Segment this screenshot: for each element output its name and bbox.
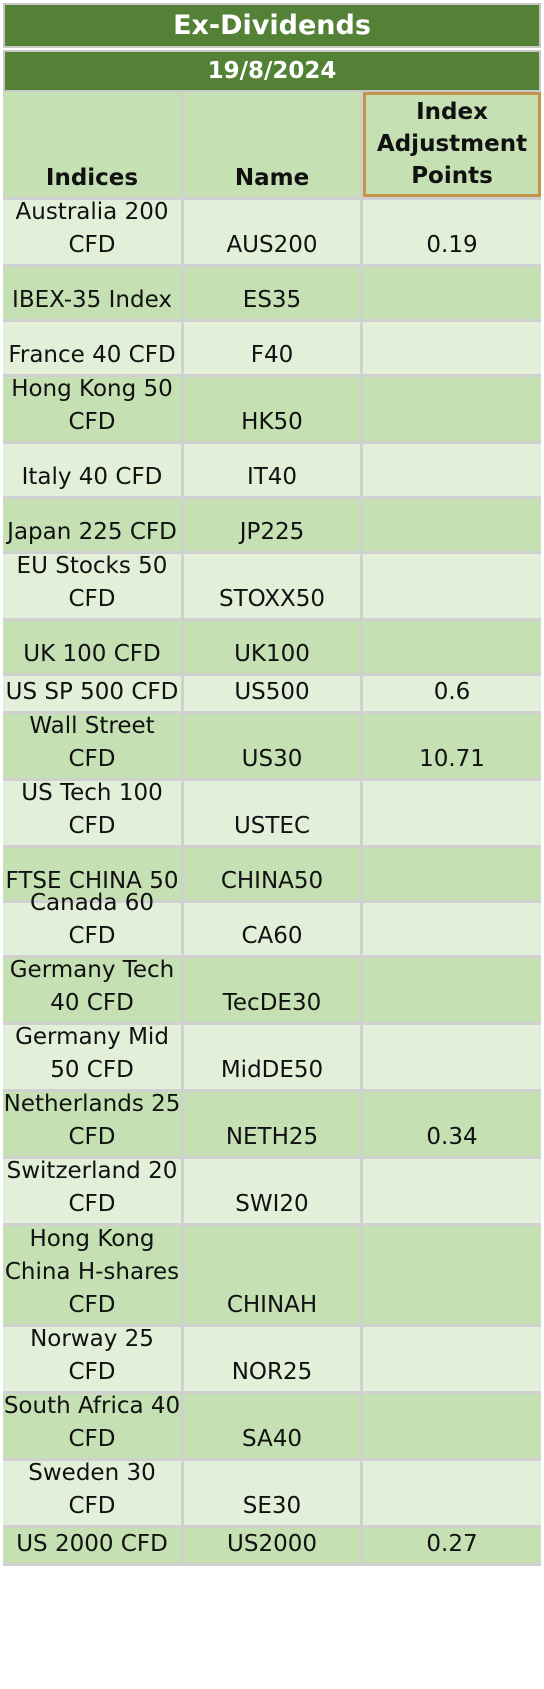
- index-cell[interactable]: Germany Mid 50 CFD: [3, 1024, 184, 1089]
- index-cell[interactable]: EU Stocks 50 CFD: [3, 553, 184, 618]
- name-cell[interactable]: US30: [184, 714, 363, 778]
- points-cell[interactable]: [363, 958, 541, 1022]
- name-cell[interactable]: US500: [184, 676, 363, 711]
- table-row: Japan 225 CFD JP225: [3, 499, 541, 554]
- header-index-adjustment-points[interactable]: Index Adjustment Points: [363, 92, 541, 197]
- table-row: Sweden 30 CFD SE30: [3, 1460, 541, 1528]
- index-cell[interactable]: IBEX-35 Index: [3, 267, 184, 319]
- name-cell[interactable]: USTEC: [184, 781, 363, 845]
- name-cell[interactable]: ES35: [184, 267, 363, 319]
- index-cell[interactable]: Germany Tech 40 CFD: [3, 957, 184, 1022]
- table-row: IBEX-35 Index ES35: [3, 267, 541, 322]
- points-cell[interactable]: [363, 1226, 541, 1324]
- name-cell[interactable]: TecDE30: [184, 958, 363, 1022]
- name-cell[interactable]: IT40: [184, 444, 363, 496]
- points-cell[interactable]: [363, 621, 541, 673]
- points-cell[interactable]: [363, 903, 541, 955]
- points-cell[interactable]: 0.27: [426, 1531, 478, 1557]
- index-cell[interactable]: Australia 200 CFD: [3, 199, 184, 264]
- name-cell[interactable]: F40: [184, 322, 363, 374]
- points-cell[interactable]: [363, 1327, 541, 1391]
- table-row: Hong Kong China H-shares CFD CHINAH: [3, 1226, 541, 1327]
- points-cell[interactable]: [363, 444, 541, 496]
- index-cell[interactable]: France 40 CFD: [3, 322, 184, 374]
- index-cell[interactable]: UK 100 CFD: [3, 621, 184, 673]
- table-row: FTSE CHINA 50 CHINA50: [3, 848, 541, 903]
- table-header-row: Indices Name Index Adjustment Points: [3, 92, 541, 200]
- index-cell[interactable]: Netherlands 25 CFD: [3, 1091, 184, 1156]
- table-row: Germany Mid 50 CFD MidDE50: [3, 1024, 541, 1092]
- name-cell[interactable]: US2000: [184, 1528, 363, 1563]
- index-cell[interactable]: Hong Kong 50 CFD: [3, 376, 184, 441]
- points-cell[interactable]: [363, 554, 541, 618]
- points-cell[interactable]: [363, 1025, 541, 1089]
- points-cell[interactable]: [363, 1461, 541, 1525]
- table-row: EU Stocks 50 CFD STOXX50: [3, 553, 541, 621]
- table-row: South Africa 40 CFD SA40: [3, 1393, 541, 1461]
- table-row: France 40 CFD F40: [3, 322, 541, 377]
- index-cell[interactable]: Canada 60 CFD: [3, 890, 184, 955]
- table-row: Australia 200 CFD AUS200 0.19: [3, 199, 541, 267]
- points-cell[interactable]: [363, 781, 541, 845]
- points-cell[interactable]: [363, 1394, 541, 1458]
- index-cell[interactable]: Japan 225 CFD: [3, 499, 184, 551]
- name-cell[interactable]: NETH25: [184, 1092, 363, 1156]
- index-cell[interactable]: Sweden 30 CFD: [3, 1460, 184, 1525]
- table-row: Wall Street CFD US30 10.71: [3, 713, 541, 781]
- sheet-title: Ex-Dividends: [3, 3, 541, 48]
- name-cell[interactable]: MidDE50: [184, 1025, 363, 1089]
- header-indices[interactable]: Indices: [3, 92, 184, 197]
- name-cell[interactable]: SWI20: [184, 1159, 363, 1223]
- points-cell[interactable]: 0.34: [426, 1124, 478, 1150]
- index-cell[interactable]: US 2000 CFD: [3, 1528, 184, 1563]
- name-cell[interactable]: CHINA50: [184, 848, 363, 900]
- points-cell[interactable]: [363, 1159, 541, 1223]
- points-cell[interactable]: 0.6: [433, 679, 471, 705]
- index-cell[interactable]: Switzerland 20 CFD: [3, 1158, 184, 1223]
- name-cell[interactable]: SE30: [184, 1461, 363, 1525]
- index-cell[interactable]: Wall Street CFD: [3, 713, 184, 778]
- name-cell[interactable]: HK50: [184, 377, 363, 441]
- name-cell[interactable]: NOR25: [184, 1327, 363, 1391]
- index-cell[interactable]: US Tech 100 CFD: [3, 780, 184, 845]
- sheet-date: 19/8/2024: [3, 50, 541, 92]
- table-row: US Tech 100 CFD USTEC: [3, 780, 541, 848]
- table-row: Norway 25 CFD NOR25: [3, 1326, 541, 1394]
- table-row: US 2000 CFD US2000 0.27: [3, 1528, 541, 1566]
- index-cell[interactable]: US SP 500 CFD: [3, 676, 184, 711]
- header-name[interactable]: Name: [184, 92, 363, 197]
- index-cell[interactable]: Hong Kong China H-shares CFD: [3, 1226, 184, 1324]
- points-cell[interactable]: [363, 499, 541, 551]
- index-cell[interactable]: South Africa 40 CFD: [3, 1393, 184, 1458]
- name-cell[interactable]: STOXX50: [184, 554, 363, 618]
- name-cell[interactable]: UK100: [184, 621, 363, 673]
- table-row: Germany Tech 40 CFD TecDE30: [3, 957, 541, 1025]
- table-row: Canada 60 CFD CA60: [3, 890, 541, 958]
- name-cell[interactable]: CA60: [184, 903, 363, 955]
- points-cell[interactable]: [363, 848, 541, 900]
- name-cell[interactable]: AUS200: [184, 200, 363, 264]
- dividends-table: Indices Name Index Adjustment Points Aus…: [3, 92, 541, 1566]
- points-cell[interactable]: 10.71: [419, 746, 485, 772]
- table-row: Netherlands 25 CFD NETH25 0.34: [3, 1091, 541, 1159]
- table-row: Switzerland 20 CFD SWI20: [3, 1158, 541, 1226]
- name-cell[interactable]: CHINAH: [184, 1226, 363, 1324]
- table-row: Italy 40 CFD IT40: [3, 444, 541, 499]
- name-cell[interactable]: SA40: [184, 1394, 363, 1458]
- points-cell[interactable]: 0.19: [426, 232, 478, 258]
- index-cell[interactable]: Italy 40 CFD: [3, 444, 184, 496]
- table-row: UK 100 CFD UK100: [3, 621, 541, 676]
- points-cell[interactable]: [363, 267, 541, 319]
- points-cell[interactable]: [363, 377, 541, 441]
- table-row: US SP 500 CFD US500 0.6: [3, 676, 541, 714]
- points-cell[interactable]: [363, 322, 541, 374]
- name-cell[interactable]: JP225: [184, 499, 363, 551]
- index-cell[interactable]: Norway 25 CFD: [3, 1326, 184, 1391]
- index-cell[interactable]: FTSE CHINA 50: [3, 848, 184, 900]
- table-row: Hong Kong 50 CFD HK50: [3, 376, 541, 444]
